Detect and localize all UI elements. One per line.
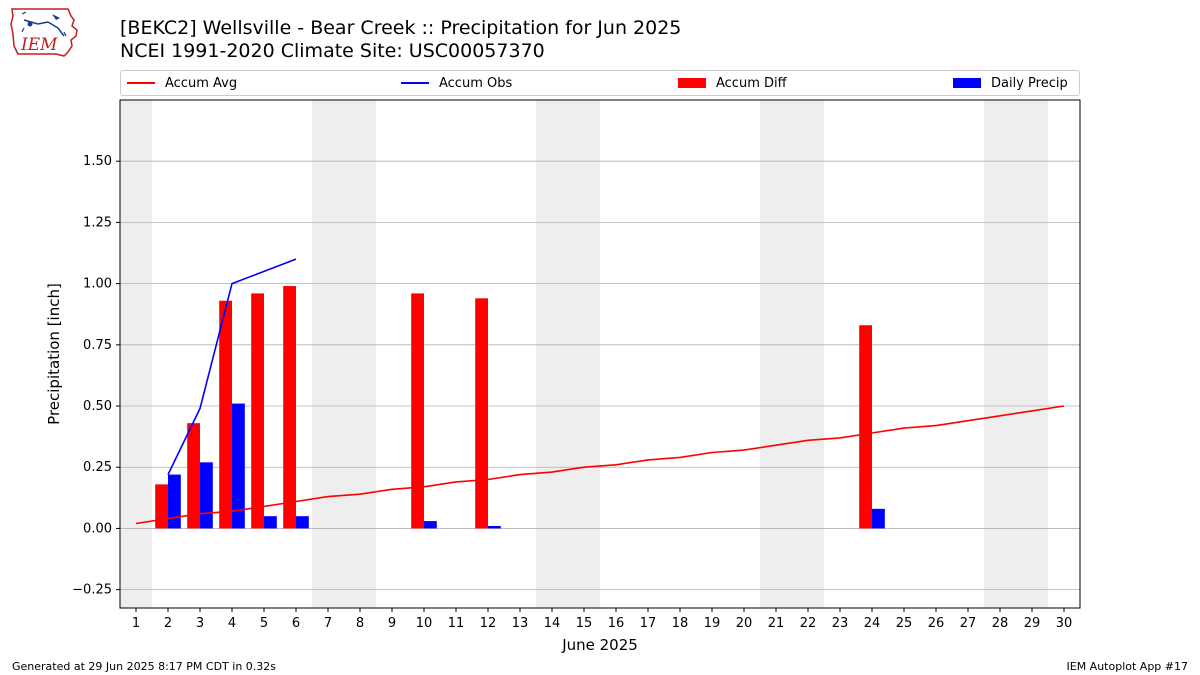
accum-diff-bar [283,286,296,529]
x-tick-label: 18 [672,616,689,631]
weekend-band [760,100,824,608]
y-tick-label: −0.25 [72,583,112,598]
weekend-band [536,100,600,608]
x-tick-label: 25 [896,616,913,631]
y-tick-label: 0.00 [83,521,112,536]
legend-swatch [953,78,981,88]
legend-label: Accum Avg [165,75,238,91]
x-tick-label: 21 [768,616,785,631]
weekend-band [984,100,1048,608]
x-tick-label: 1 [132,616,140,631]
axes-frame [119,99,1081,609]
accum-diff-bar [859,325,872,529]
y-tick-label: 1.00 [83,277,112,292]
x-axis-label: June 2025 [561,636,638,654]
y-axis-label: Precipitation [inch] [45,283,63,425]
accum-diff-bar [155,484,168,529]
accum-avg-line [135,405,1065,525]
chart-legend: Accum Avg Accum Obs Accum Diff Daily Pre… [120,70,1080,96]
footer-app: IEM Autoplot App #17 [1066,660,1189,673]
x-tick-label: 17 [640,616,657,631]
legend-entry-accum-avg: Accum Avg [127,71,237,95]
y-tick-label: 1.25 [83,215,112,230]
legend-swatch [127,82,155,84]
accum-diff-bar [411,293,424,529]
x-tick-label: 6 [292,616,300,631]
plot-area [120,100,1080,608]
daily-precip-bar [296,516,309,529]
daily-precip-bar [264,516,277,529]
legend-entry-accum-diff: Accum Diff [678,71,787,95]
iowa-state-outline-icon: IEM [10,8,78,57]
daily-precip-bar [424,521,437,529]
x-tick-label: 13 [512,616,529,631]
legend-entry-accum-obs: Accum Obs [401,71,512,95]
x-tick-label: 26 [928,616,945,631]
x-tick-label: 15 [576,616,593,631]
legend-label: Accum Diff [716,75,787,91]
accum-diff-bar [475,298,488,529]
x-tick-label: 4 [228,616,236,631]
x-tick-label: 5 [260,616,268,631]
x-tick-label: 27 [960,616,977,631]
x-tick-label: 22 [800,616,817,631]
iem-logo: IEM [8,6,80,62]
legend-swatch [401,82,429,84]
x-tick-label: 10 [416,616,433,631]
logo-text: IEM [20,35,58,55]
legend-swatch [678,78,706,88]
daily-precip-bar [232,403,245,529]
footer-generated: Generated at 29 Jun 2025 8:17 PM CDT in … [12,660,277,673]
x-tick-label: 30 [1056,616,1073,631]
y-tick-label: 0.25 [83,460,112,475]
accum-diff-bar [219,300,232,529]
x-tick-label: 7 [324,616,332,631]
chart-title: [BEKC2] Wellsville - Bear Creek :: Preci… [120,17,682,39]
x-tick-label: 19 [704,616,721,631]
y-tick-label: 0.50 [83,399,112,414]
x-tick-label: 23 [832,616,849,631]
accum-obs-line [167,258,297,475]
daily-precip-bar [200,462,213,529]
x-tick-label: 28 [992,616,1009,631]
daily-precip-bar [488,525,501,529]
y-tick-label: 1.50 [83,154,112,169]
daily-precip-bar [168,474,181,529]
daily-precip-bar [872,508,885,529]
accum-diff-bar [187,423,200,529]
x-tick-label: 8 [356,616,364,631]
x-tick-label: 14 [544,616,561,631]
x-tick-label: 9 [388,616,396,631]
x-tick-label: 2 [164,616,172,631]
x-tick-label: 12 [480,616,497,631]
chart-subtitle: NCEI 1991-2020 Climate Site: USC00057370 [120,40,545,62]
accum-diff-bar [251,293,264,529]
x-tick-label: 24 [864,616,881,631]
legend-label: Accum Obs [439,75,513,91]
legend-label: Daily Precip [991,75,1068,91]
weekend-band [312,100,376,608]
legend-entry-daily-precip: Daily Precip [953,71,1068,95]
y-tick-label: 0.75 [83,338,112,353]
weekend-band [120,100,152,608]
x-tick-label: 11 [448,616,465,631]
x-tick-label: 29 [1024,616,1041,631]
x-tick-label: 16 [608,616,625,631]
x-tick-label: 3 [196,616,204,631]
x-tick-label: 20 [736,616,753,631]
